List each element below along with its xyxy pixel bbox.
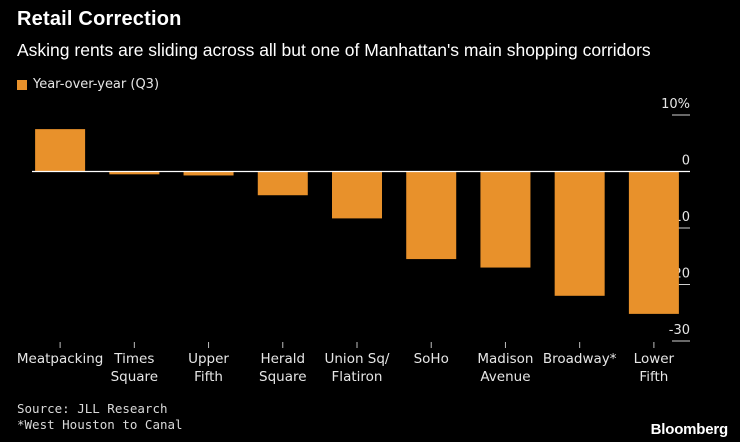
bar (35, 129, 86, 172)
category-label: Upper (188, 351, 229, 367)
category-label: SoHo (414, 351, 449, 367)
category-label: Fifth (194, 369, 223, 385)
category-label: Meatpacking (17, 351, 103, 367)
category-label: Madison (477, 351, 533, 367)
chart-subtitle: Asking rents are sliding across all but … (17, 40, 651, 60)
legend: Year-over-year (Q3) (17, 77, 159, 92)
bar (480, 171, 531, 268)
category-label: Lower (634, 351, 675, 367)
legend-swatch (17, 79, 27, 90)
legend-label: Year-over-year (Q3) (33, 77, 160, 92)
category-label: Fifth (639, 369, 668, 385)
category-label: Square (111, 369, 159, 385)
bar (406, 171, 457, 260)
y-tick-label: -30 (669, 323, 690, 338)
bar (554, 171, 605, 296)
category-label: Flatiron (332, 369, 383, 385)
bar (332, 171, 382, 219)
category-label: Broadway* (543, 351, 617, 367)
y-tick-label: 10% (661, 97, 690, 112)
y-tick-label: 0 (682, 154, 690, 169)
category-label: Union Sq/ (325, 351, 390, 367)
footnote: *West Houston to Canal (17, 417, 183, 432)
source-note: Source: JLL Research (17, 401, 168, 416)
category-label: Square (259, 369, 307, 385)
bar (257, 171, 308, 196)
bar (109, 171, 160, 175)
chart-title: Retail Correction (17, 8, 182, 30)
bar (183, 171, 234, 176)
chart-footer: Source: JLL Research *West Houston to Ca… (17, 401, 183, 433)
category-label: Herald (260, 351, 305, 367)
category-label: Avenue (480, 369, 530, 385)
category-label: Times (113, 351, 154, 367)
bloomberg-logo: Bloomberg (650, 421, 729, 438)
bar (628, 171, 679, 314)
